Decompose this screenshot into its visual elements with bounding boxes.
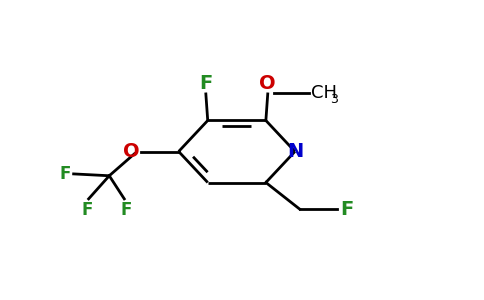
Text: N: N <box>287 142 303 161</box>
Text: O: O <box>259 74 276 93</box>
Text: CH: CH <box>311 84 337 102</box>
Text: F: F <box>59 165 71 183</box>
Text: F: F <box>199 74 212 93</box>
Text: F: F <box>340 200 353 219</box>
Text: F: F <box>121 201 132 219</box>
Text: F: F <box>81 201 92 219</box>
Text: 3: 3 <box>331 93 338 106</box>
Text: O: O <box>122 142 139 161</box>
